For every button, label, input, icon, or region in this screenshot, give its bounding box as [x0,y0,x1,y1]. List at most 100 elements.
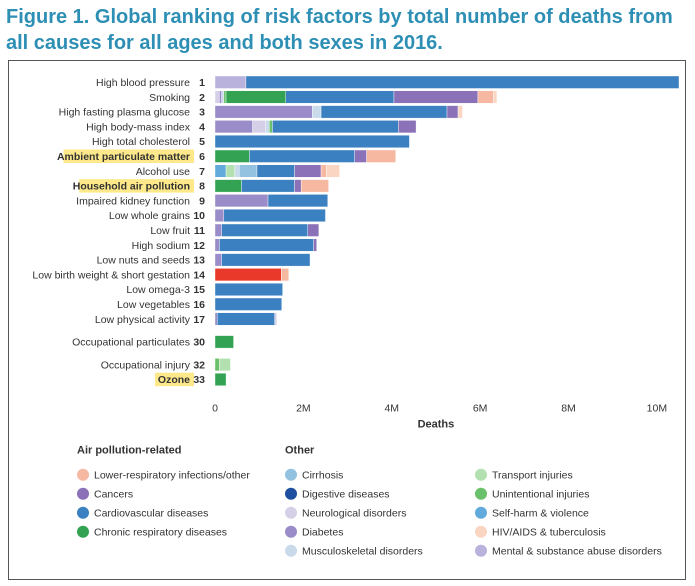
x-tick-4m: 4M [384,403,399,415]
bar-alcohol-use-cirrhosis [239,164,258,178]
legend-swatch-respiratory [77,525,89,538]
legend-label-lri: Lower-respiratory infections/other [94,470,250,482]
bar-low-fruit-cardio [221,223,308,237]
rank-impaired-kidney-function: 9 [199,195,205,207]
legend-label-unintentional: Unintentional injuries [492,489,589,501]
rank-low-birth-weight-short-gestation: 14 [193,269,205,281]
bar-household-air-pollution-cardio [241,179,295,193]
rank-low-fruit: 11 [194,225,205,237]
bar-low-nuts-and-seeds-cardio [221,253,311,267]
row-label-low-omega-3: Low omega-3 [126,284,190,296]
rank-low-physical-activity: 17 [193,314,205,326]
x-tick-8m: 8M [561,403,576,415]
bar-high-blood-pressure-mental [214,75,247,89]
legend-swatch-hiv [475,525,487,538]
legend-label-digestive: Digestive diseases [302,489,390,501]
bar-smoking-lri [477,90,494,104]
bar-smoking-respiratory [225,90,286,104]
row-label-ozone: Ozone [158,374,190,386]
bar-alcohol-use-lri [320,164,327,178]
row-label-ambient-particulate-matter: Ambient particulate matter [57,151,190,163]
bar-smoking-unintentional [223,90,227,104]
bar-smoking-neuro [214,90,220,104]
bar-alcohol-use-transport [225,164,236,178]
bar-household-air-pollution-lri [300,179,329,193]
row-label-impaired-kidney-function: Impaired kidney function [76,195,190,207]
legend-swatch-diabetes [285,525,297,538]
legend-swatch-neuro [285,506,297,519]
row-label-high-blood-pressure: High blood pressure [96,77,190,89]
bar-low-birth-weight-short-gestation-lri [281,268,289,282]
bar-smoking-musculo [221,90,225,104]
rank-alcohol-use: 7 [199,166,205,178]
bar-low-nuts-and-seeds-diabetes [214,253,222,267]
rank-occupational-particulates: 30 [193,337,205,349]
bar-alcohol-use-cardio [256,164,295,178]
bar-alcohol-use-musculo [234,164,240,178]
bar-impaired-kidney-function-diabetes [214,194,269,208]
highlight-ozone [155,372,194,387]
row-label-high-total-cholesterol: High total cholesterol [92,136,190,148]
legend-swatch-cancers [77,487,89,500]
legend-swatch-selfharm [475,506,487,519]
bar-ambient-particulate-matter-respiratory [214,149,250,163]
bar-ambient-particulate-matter-cardio [249,149,355,163]
bar-ambient-particulate-matter-cancers [354,149,367,163]
bar-high-fasting-plasma-glucose-cancers [446,105,459,119]
row-label-smoking: Smoking [149,92,190,104]
figure-title: Figure 1. Global ranking of risk factors… [6,6,673,54]
legend-swatch-lri [77,468,89,481]
legend-heading-air-pollution-related: Air pollution-related [77,445,182,457]
rank-household-air-pollution: 8 [199,181,205,193]
legend-label-neuro: Neurological disorders [302,508,406,520]
row-label-low-birth-weight-short-gestation: Low birth weight & short gestation [32,269,190,281]
x-tick-6m: 6M [473,403,488,415]
rank-occupational-injury: 32 [193,359,205,371]
bar-occupational-particulates-respiratory [214,335,234,349]
risk-factor-bar-chart: High blood pressure 1 Smoking 2 High fasting… [32,75,680,558]
bar-smoking-hiv [493,90,498,104]
x-tick-10m: 10M [647,403,667,415]
bar-low-birth-weight-short-gestation-bw [214,268,282,282]
row-label-high-body-mass-index: High body-mass index [86,121,191,133]
bar-low-vegetables-cardio [214,297,282,311]
bar-smoking-diabetes [219,90,222,104]
bar-alcohol-use-hiv [326,164,340,178]
x-tick-0: 0 [212,403,218,415]
rank-low-omega-3: 15 [193,284,205,296]
legend-label-cirrhosis: Cirrhosis [302,470,343,482]
bar-high-body-mass-index-neuro [252,120,267,134]
row-label-low-nuts-and-seeds: Low nuts and seeds [97,255,190,267]
legend-label-selfharm: Self-harm & violence [492,508,589,520]
legend-heading-other: Other [285,445,315,457]
bar-low-fruit-diabetes [214,223,222,237]
rank-low-nuts-and-seeds: 13 [193,255,205,267]
bar-high-body-mass-index-unintentional [269,120,273,134]
bar-high-fasting-plasma-glucose-musculo [312,105,322,119]
legend-label-cancers: Cancers [94,489,133,501]
row-label-high-fasting-plasma-glucose: High fasting plasma glucose [59,107,190,119]
bar-ozone-respiratory [214,373,227,386]
bar-high-body-mass-index-diabetes [214,120,253,134]
highlight-household-air-pollution [79,179,194,193]
bar-alcohol-use-cancers [294,164,322,178]
highlight-ambient-particulate-matter [63,149,194,163]
row-label-low-whole-grains: Low whole grains [109,210,190,222]
rank-high-body-mass-index: 4 [199,121,205,133]
legend-label-cardio: Cardiovascular diseases [94,508,208,520]
bar-alcohol-use-selfharm [214,164,227,178]
bar-low-physical-activity-diabetes [214,312,218,326]
bar-low-whole-grains-cardio [223,208,326,222]
rank-high-sodium: 12 [193,240,205,252]
rank-high-fasting-plasma-glucose: 3 [199,107,205,119]
legend-label-musculo: Musculoskeletal disorders [302,546,423,558]
bar-high-total-cholesterol-cardio [214,134,410,148]
rank-high-blood-pressure: 1 [199,77,205,89]
row-label-low-fruit: Low fruit [150,225,190,237]
x-tick-2m: 2M [296,403,311,415]
bar-low-physical-activity-cardio [217,312,275,326]
bar-low-physical-activity-neuro [274,312,278,326]
bar-high-blood-pressure-cardio [245,75,680,89]
bar-low-omega-3-cardio [214,282,283,296]
rank-low-whole-grains: 10 [193,210,205,222]
